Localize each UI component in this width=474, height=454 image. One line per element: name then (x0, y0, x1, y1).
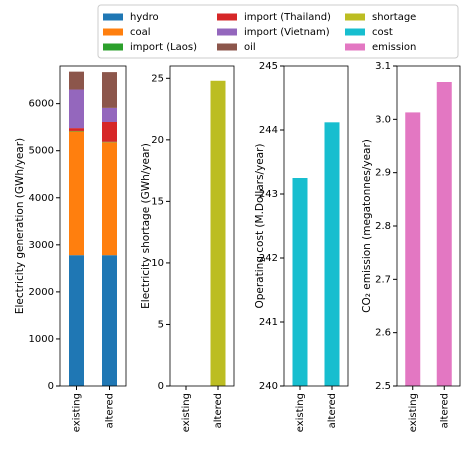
legend-label: emission (372, 42, 416, 53)
y-tick-label: 25 (151, 73, 164, 84)
y-axis-label: Electricity shortage (GWh/year) (140, 143, 152, 309)
y-tick-label: 20 (151, 135, 164, 146)
y-tick-label: 5 (158, 319, 164, 330)
bar (102, 122, 117, 142)
y-tick-label: 4000 (29, 193, 54, 204)
y-tick-label: 6000 (29, 99, 54, 110)
y-tick-label: 2.8 (375, 221, 391, 232)
x-tick-label: existing (408, 393, 419, 432)
y-tick-label: 2000 (29, 287, 54, 298)
x-tick-label: altered (105, 393, 116, 428)
axes-frame (396, 65, 461, 387)
legend-swatch (345, 28, 365, 36)
axes-frame (59, 65, 127, 387)
y-tick-label: 2.6 (375, 328, 391, 339)
y-tick-label: 3000 (29, 240, 54, 251)
legend-label: import (Vietnam) (244, 27, 330, 38)
bar (69, 71, 84, 90)
x-tick-label: existing (181, 393, 192, 432)
legend-label: import (Laos) (130, 42, 197, 53)
y-tick-label: 3.1 (375, 61, 391, 72)
y-tick-label: 5000 (29, 146, 54, 157)
legend-swatch (217, 43, 237, 51)
y-tick-label: 243 (259, 189, 278, 200)
legend-swatch (345, 43, 365, 51)
axes-frame (169, 65, 235, 387)
y-tick-label: 2.5 (375, 381, 391, 392)
legend-swatch (217, 28, 237, 36)
legend-label: oil (244, 42, 256, 53)
legend-label: hydro (130, 12, 159, 23)
legend-box (97, 4, 459, 59)
y-tick-label: 3.0 (375, 114, 391, 125)
legend-swatch (345, 13, 365, 21)
bar (102, 72, 117, 108)
y-axis-label: Operating cost (M.Dollars/year) (254, 143, 266, 308)
bar (69, 131, 84, 256)
y-tick-label: 240 (259, 381, 278, 392)
bar (102, 142, 117, 256)
y-tick-label: 2.7 (375, 274, 391, 285)
x-tick-label: existing (295, 393, 306, 432)
axes-frame (283, 65, 349, 387)
bar (436, 82, 452, 386)
y-tick-label: 244 (259, 125, 278, 136)
x-tick-label: altered (439, 393, 450, 428)
y-tick-label: 0 (158, 381, 164, 392)
y-tick-label: 0 (48, 381, 54, 392)
legend-swatch (103, 43, 123, 51)
bar (405, 112, 421, 387)
bar (292, 178, 308, 386)
x-tick-label: existing (72, 393, 83, 432)
y-axis-label: Electricity generation (GWh/year) (14, 138, 26, 314)
bar (324, 122, 340, 386)
y-axis-label: CO₂ emission (megatonnes/year) (361, 139, 373, 313)
bar (102, 107, 117, 122)
legend-label: coal (130, 27, 151, 38)
legend-swatch (103, 13, 123, 21)
bar (69, 255, 84, 386)
bar (69, 89, 84, 129)
legend-swatch (103, 28, 123, 36)
y-tick-label: 1000 (29, 334, 54, 345)
bar (69, 128, 84, 131)
bar (210, 80, 226, 387)
y-tick-label: 245 (259, 61, 278, 72)
legend-label: shortage (372, 12, 416, 23)
y-tick-label: 241 (259, 317, 278, 328)
y-tick-label: 10 (151, 258, 164, 269)
legend-swatch (217, 13, 237, 21)
x-tick-label: altered (327, 393, 338, 428)
y-tick-label: 2.9 (375, 168, 391, 179)
x-tick-label: altered (213, 393, 224, 428)
bar (102, 255, 117, 386)
legend-label: cost (372, 27, 393, 38)
y-tick-label: 15 (151, 196, 164, 207)
legend-label: import (Thailand) (244, 12, 331, 23)
y-tick-label: 242 (259, 253, 278, 264)
